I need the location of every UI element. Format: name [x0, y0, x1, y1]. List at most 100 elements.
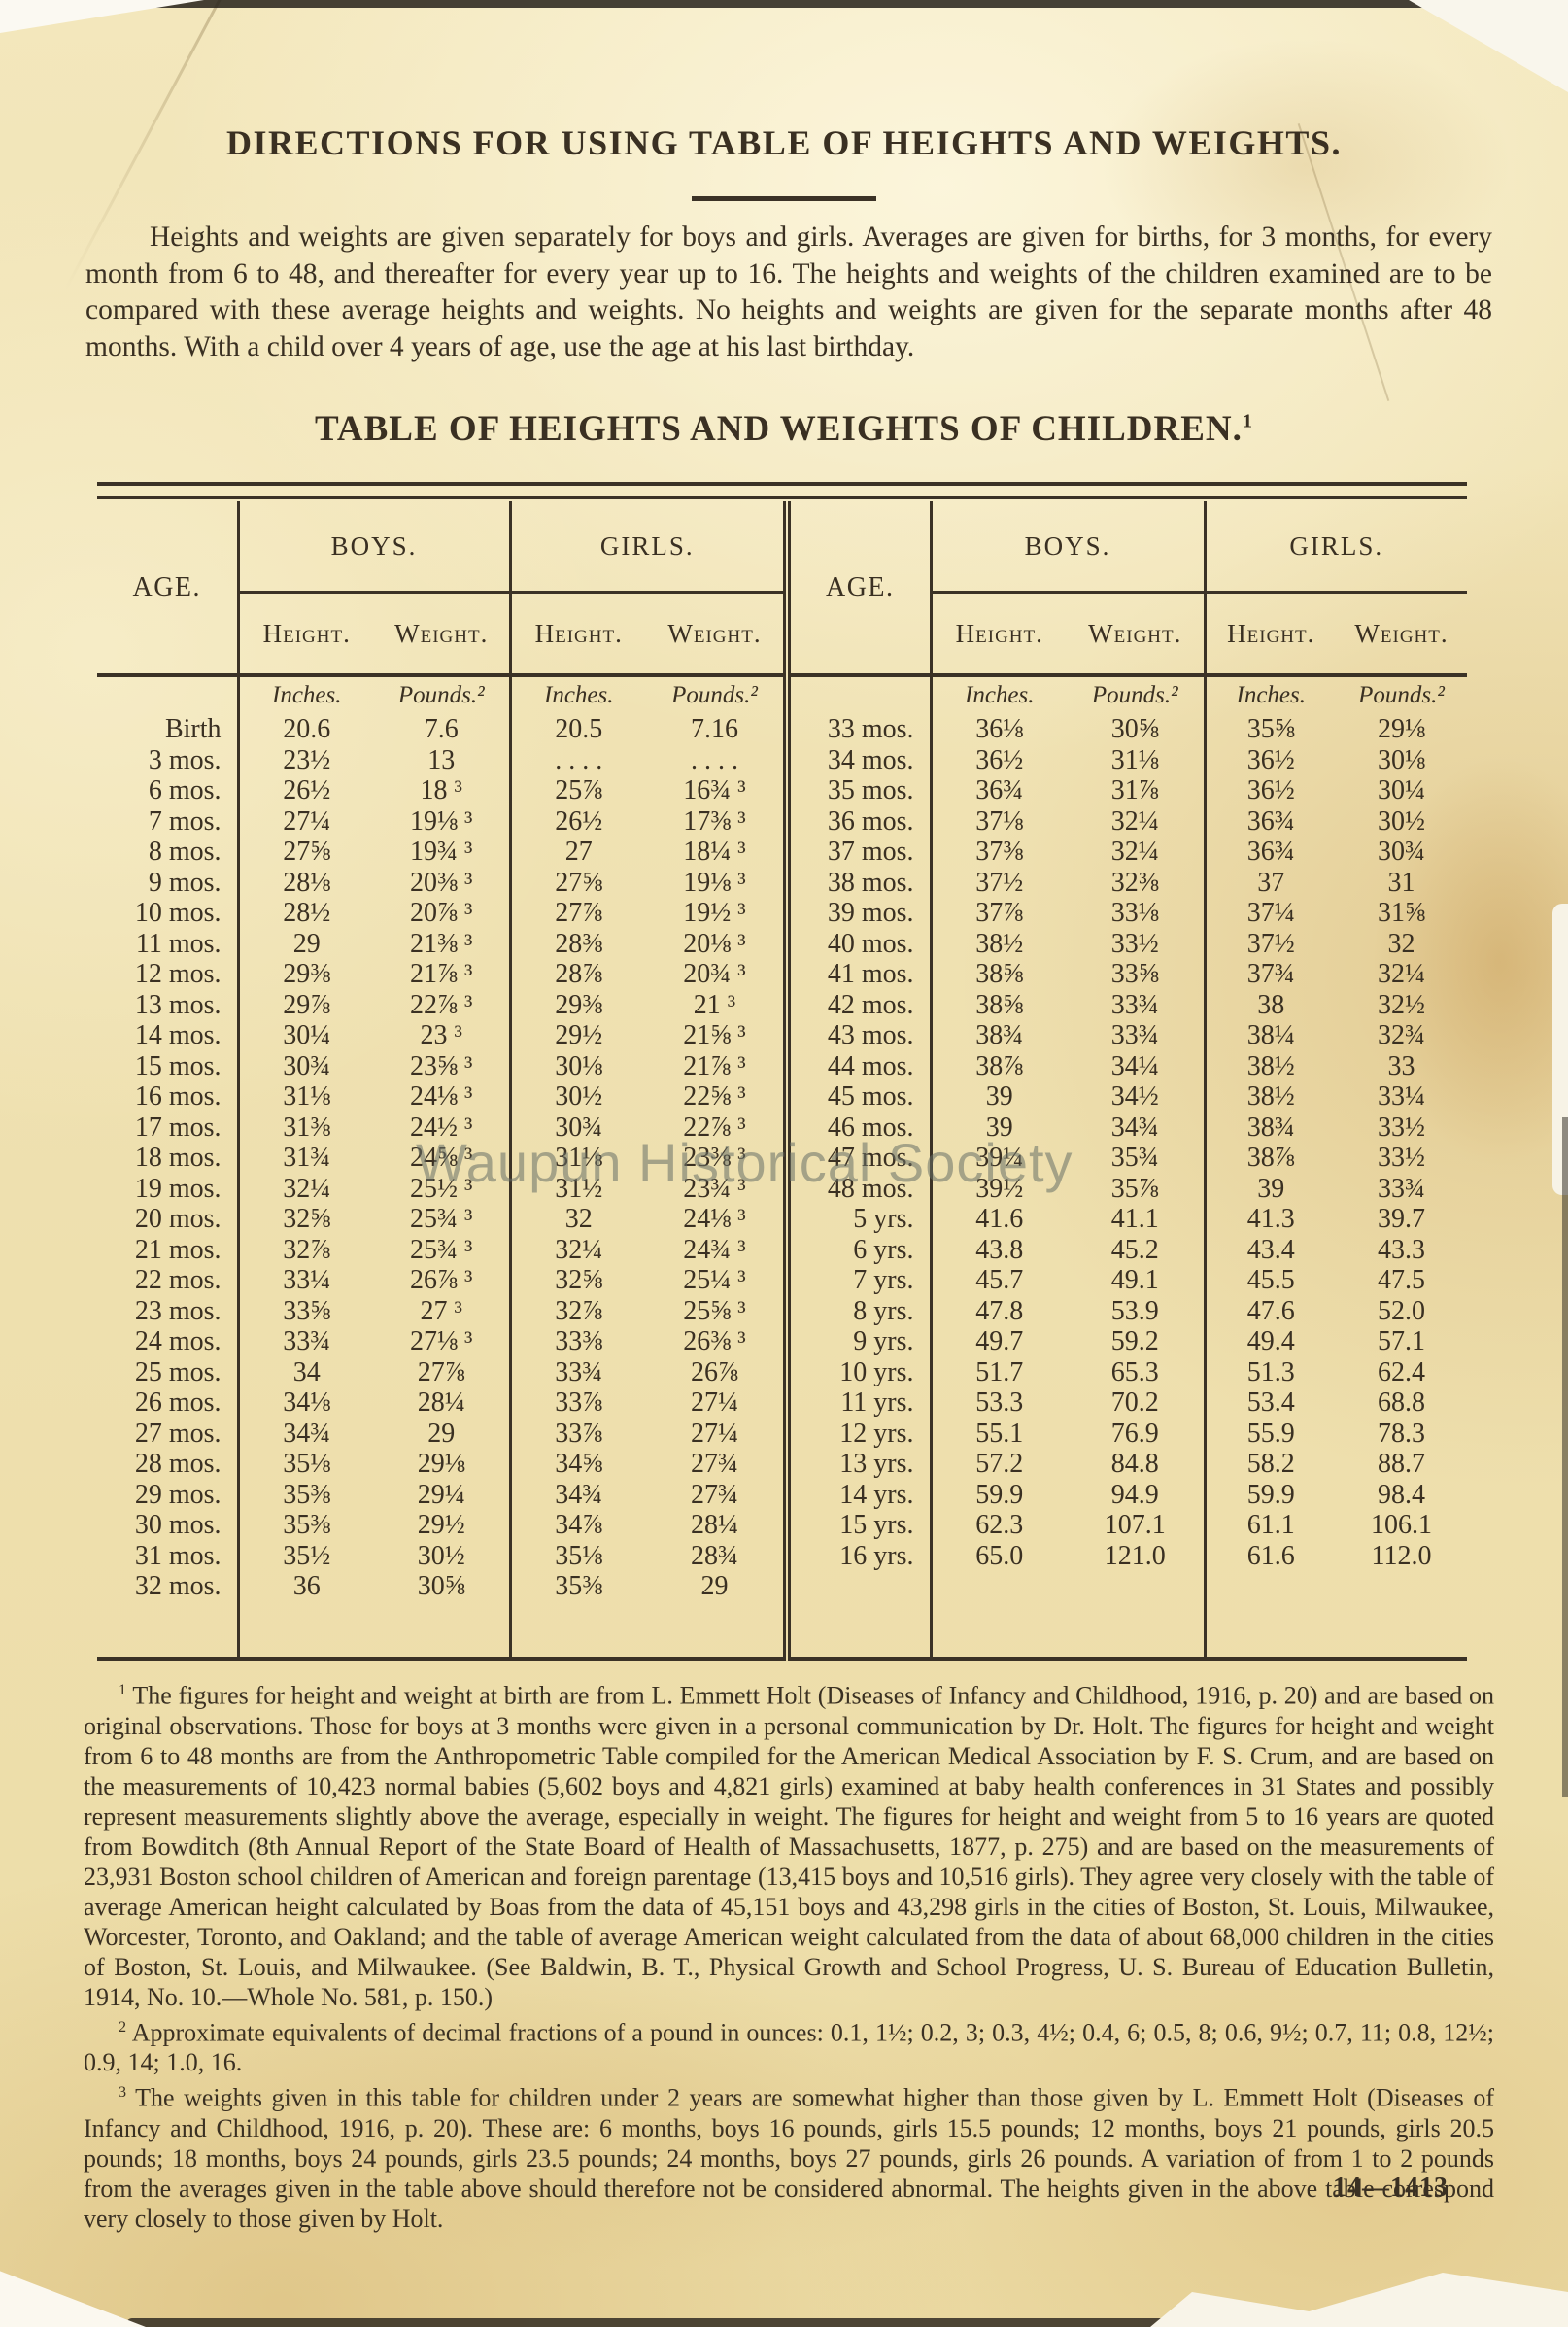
age-cell: 43 mos. — [783, 1020, 932, 1051]
value-cell: 34¾ — [1110, 1112, 1159, 1143]
value-cell: 36 — [236, 1571, 374, 1602]
table-row: Birth 20.6 7.6 20.5 7.16 33 mos. 36⅛ 30⅝ 35⅝ 29⅛ — [97, 714, 1467, 745]
value-cell — [1203, 1571, 1337, 1602]
age-cell: 40 mos. — [783, 928, 932, 959]
scan-edge-bottom — [126, 2318, 1253, 2327]
table-row: 9 mos. 28⅛ 20⅜ ³ 27⅝ 19⅛ ³ 38 mos. 37½ 32⅜ 37 31 — [97, 867, 1467, 898]
value-cell: 27¼ — [691, 1418, 738, 1449]
value-cell: 25⅝ ³ — [683, 1295, 746, 1326]
table-row: 13 mos. 29⅞ 22⅞ ³ 29⅜ 21 ³ 42 mos. 38⅝ 33¾ 38 32½ — [97, 989, 1467, 1020]
value-cell: 31⅛ — [1110, 744, 1159, 775]
value-cell — [1067, 1571, 1205, 1602]
value-cell: 39 — [929, 1112, 1068, 1143]
age-cell: 22 mos. — [134, 1265, 222, 1295]
value-cell: 18 ³ — [420, 775, 462, 805]
value-cell: 49.7 — [929, 1326, 1068, 1357]
value-cell: . . . . — [508, 744, 646, 775]
value-cell: 24⅝ ³ — [410, 1143, 473, 1173]
value-cell: 35⅜ — [236, 1479, 374, 1510]
empty-cell — [1203, 1601, 1337, 1659]
value-cell: 33¾ — [1110, 1020, 1159, 1050]
data-table: AGE. BOYS. GIRLS. AGE. BOYS. GIRLS. Heig… — [97, 501, 1468, 1661]
table-row: 31 mos. 35½ 30½ 35⅛ 28¾ 16 yrs. 65.0 121.0 61.6 1… — [97, 1540, 1467, 1571]
age-cell: 23 mos. — [134, 1295, 222, 1326]
table-row: 7 mos. 27¼ 19⅛ ³ 26½ 17⅜ ³ 36 mos. 37⅛ 32¼ 36¾ 30… — [97, 805, 1467, 837]
value-cell: 38¾ — [929, 1020, 1068, 1051]
value-cell: 36¾ — [929, 775, 1068, 806]
value-cell: 32¼ — [1110, 805, 1159, 837]
age-cell: 33 mos. — [783, 714, 932, 745]
footnote-1: 1 The figures for height and weight at b… — [84, 1675, 1494, 2012]
value-cell: 23½ — [236, 744, 374, 775]
value-cell: 23 ³ — [420, 1020, 462, 1050]
value-cell: 26⅞ — [691, 1356, 738, 1387]
age-cell: 10 mos. — [134, 898, 222, 928]
footnote-2: 2 Approximate equivalents of decimal fra… — [84, 2012, 1494, 2078]
age-cell: 8 yrs. — [783, 1295, 932, 1326]
value-cell: 47.5 — [1378, 1265, 1426, 1295]
value-cell: 32¼ — [236, 1173, 374, 1204]
age-cell: 20 mos. — [134, 1204, 222, 1234]
footnote-3: 3 The weights given in this table for ch… — [84, 2077, 1494, 2234]
age-cell: 36 mos. — [783, 805, 932, 837]
value-cell: 112.0 — [1371, 1540, 1432, 1571]
age-cell: 42 mos. — [783, 989, 932, 1020]
value-cell: 55.9 — [1203, 1418, 1337, 1449]
table-row: 32 mos. 36 30⅝ 35⅜ 29 — [97, 1571, 1467, 1602]
age-cell: 9 mos. — [148, 867, 222, 898]
age-cell: 15 yrs. — [783, 1510, 932, 1541]
value-cell: 32 — [508, 1204, 646, 1235]
value-cell: 25¼ ³ — [683, 1265, 746, 1295]
value-cell: 27¼ — [691, 1387, 738, 1418]
age-column-header-right: AGE. — [783, 501, 932, 677]
value-cell: 18¼ ³ — [683, 837, 746, 867]
value-cell: 57.1 — [1378, 1326, 1426, 1356]
table-row: 19 mos. 32¼ 25½ ³ 31½ 23¾ ³ 48 mos. 39½ 35⅞ 39 33… — [97, 1173, 1467, 1204]
age-cell: 3 mos. — [148, 744, 222, 775]
girls-group-header-right: GIRLS. — [1203, 501, 1468, 594]
value-cell: 33¾ — [236, 1326, 374, 1357]
age-cell: 11 mos. — [135, 928, 222, 959]
value-cell: 33⅝ — [1110, 959, 1159, 989]
value-cell: 32¼ — [1110, 837, 1159, 867]
footnote-marker: 2 — [119, 2018, 127, 2036]
age-cell: 29 mos. — [134, 1479, 222, 1510]
footnote-marker: 3 — [119, 2084, 127, 2102]
value-cell: 34 — [236, 1356, 374, 1387]
height-column-header: Height. — [236, 592, 374, 677]
value-cell: 41.3 — [1203, 1204, 1337, 1235]
value-cell: 19½ ³ — [683, 898, 746, 928]
age-cell: 7 mos. — [148, 805, 222, 837]
table-row: 6 mos. 26½ 18 ³ 25⅞ 16¾ ³ 35 mos. 36¾ 31⅞ 36½ 30¼ — [97, 775, 1467, 806]
value-cell: 33⅝ — [236, 1295, 374, 1326]
value-cell: 33¾ — [1378, 1173, 1426, 1204]
empty-cell — [508, 1601, 646, 1659]
value-cell: 43.3 — [1378, 1234, 1426, 1265]
value-cell: 33⅞ — [508, 1418, 646, 1449]
torn-corner-top-right — [1409, 0, 1568, 92]
unit-label: Pounds.² — [1091, 682, 1178, 708]
value-cell: 70.2 — [1110, 1387, 1159, 1418]
value-cell: 27⅝ — [508, 867, 646, 898]
footnote-text: The weights given in this table for chil… — [84, 2083, 1494, 2233]
value-cell: 31⅛ — [508, 1143, 646, 1174]
value-cell: 19¾ ³ — [410, 837, 473, 867]
empty-cell — [929, 1601, 1068, 1659]
value-cell: 21⅜ ³ — [410, 928, 473, 959]
table-row: 27 mos. 34¾ 29 33⅞ 27¼ 12 yrs. 55.1 76.9 55.9 78.… — [97, 1418, 1467, 1449]
value-cell: 33⅜ — [508, 1326, 646, 1357]
table-top-rule — [97, 482, 1467, 499]
value-cell: 35⅜ — [508, 1571, 646, 1602]
value-cell: 27⅞ — [508, 898, 646, 929]
age-cell: 48 mos. — [783, 1173, 932, 1204]
value-cell: 33⅞ — [508, 1387, 646, 1419]
value-cell: 57.2 — [929, 1449, 1068, 1480]
value-cell: 94.9 — [1110, 1479, 1159, 1510]
value-cell: 38½ — [1203, 1081, 1337, 1112]
age-cell: 12 yrs. — [783, 1418, 932, 1449]
value-cell: 30½ — [1378, 805, 1426, 837]
value-cell: 25¾ ³ — [410, 1234, 473, 1265]
girls-group-header-left: GIRLS. — [508, 501, 788, 594]
value-cell: 25¾ ³ — [410, 1204, 473, 1234]
